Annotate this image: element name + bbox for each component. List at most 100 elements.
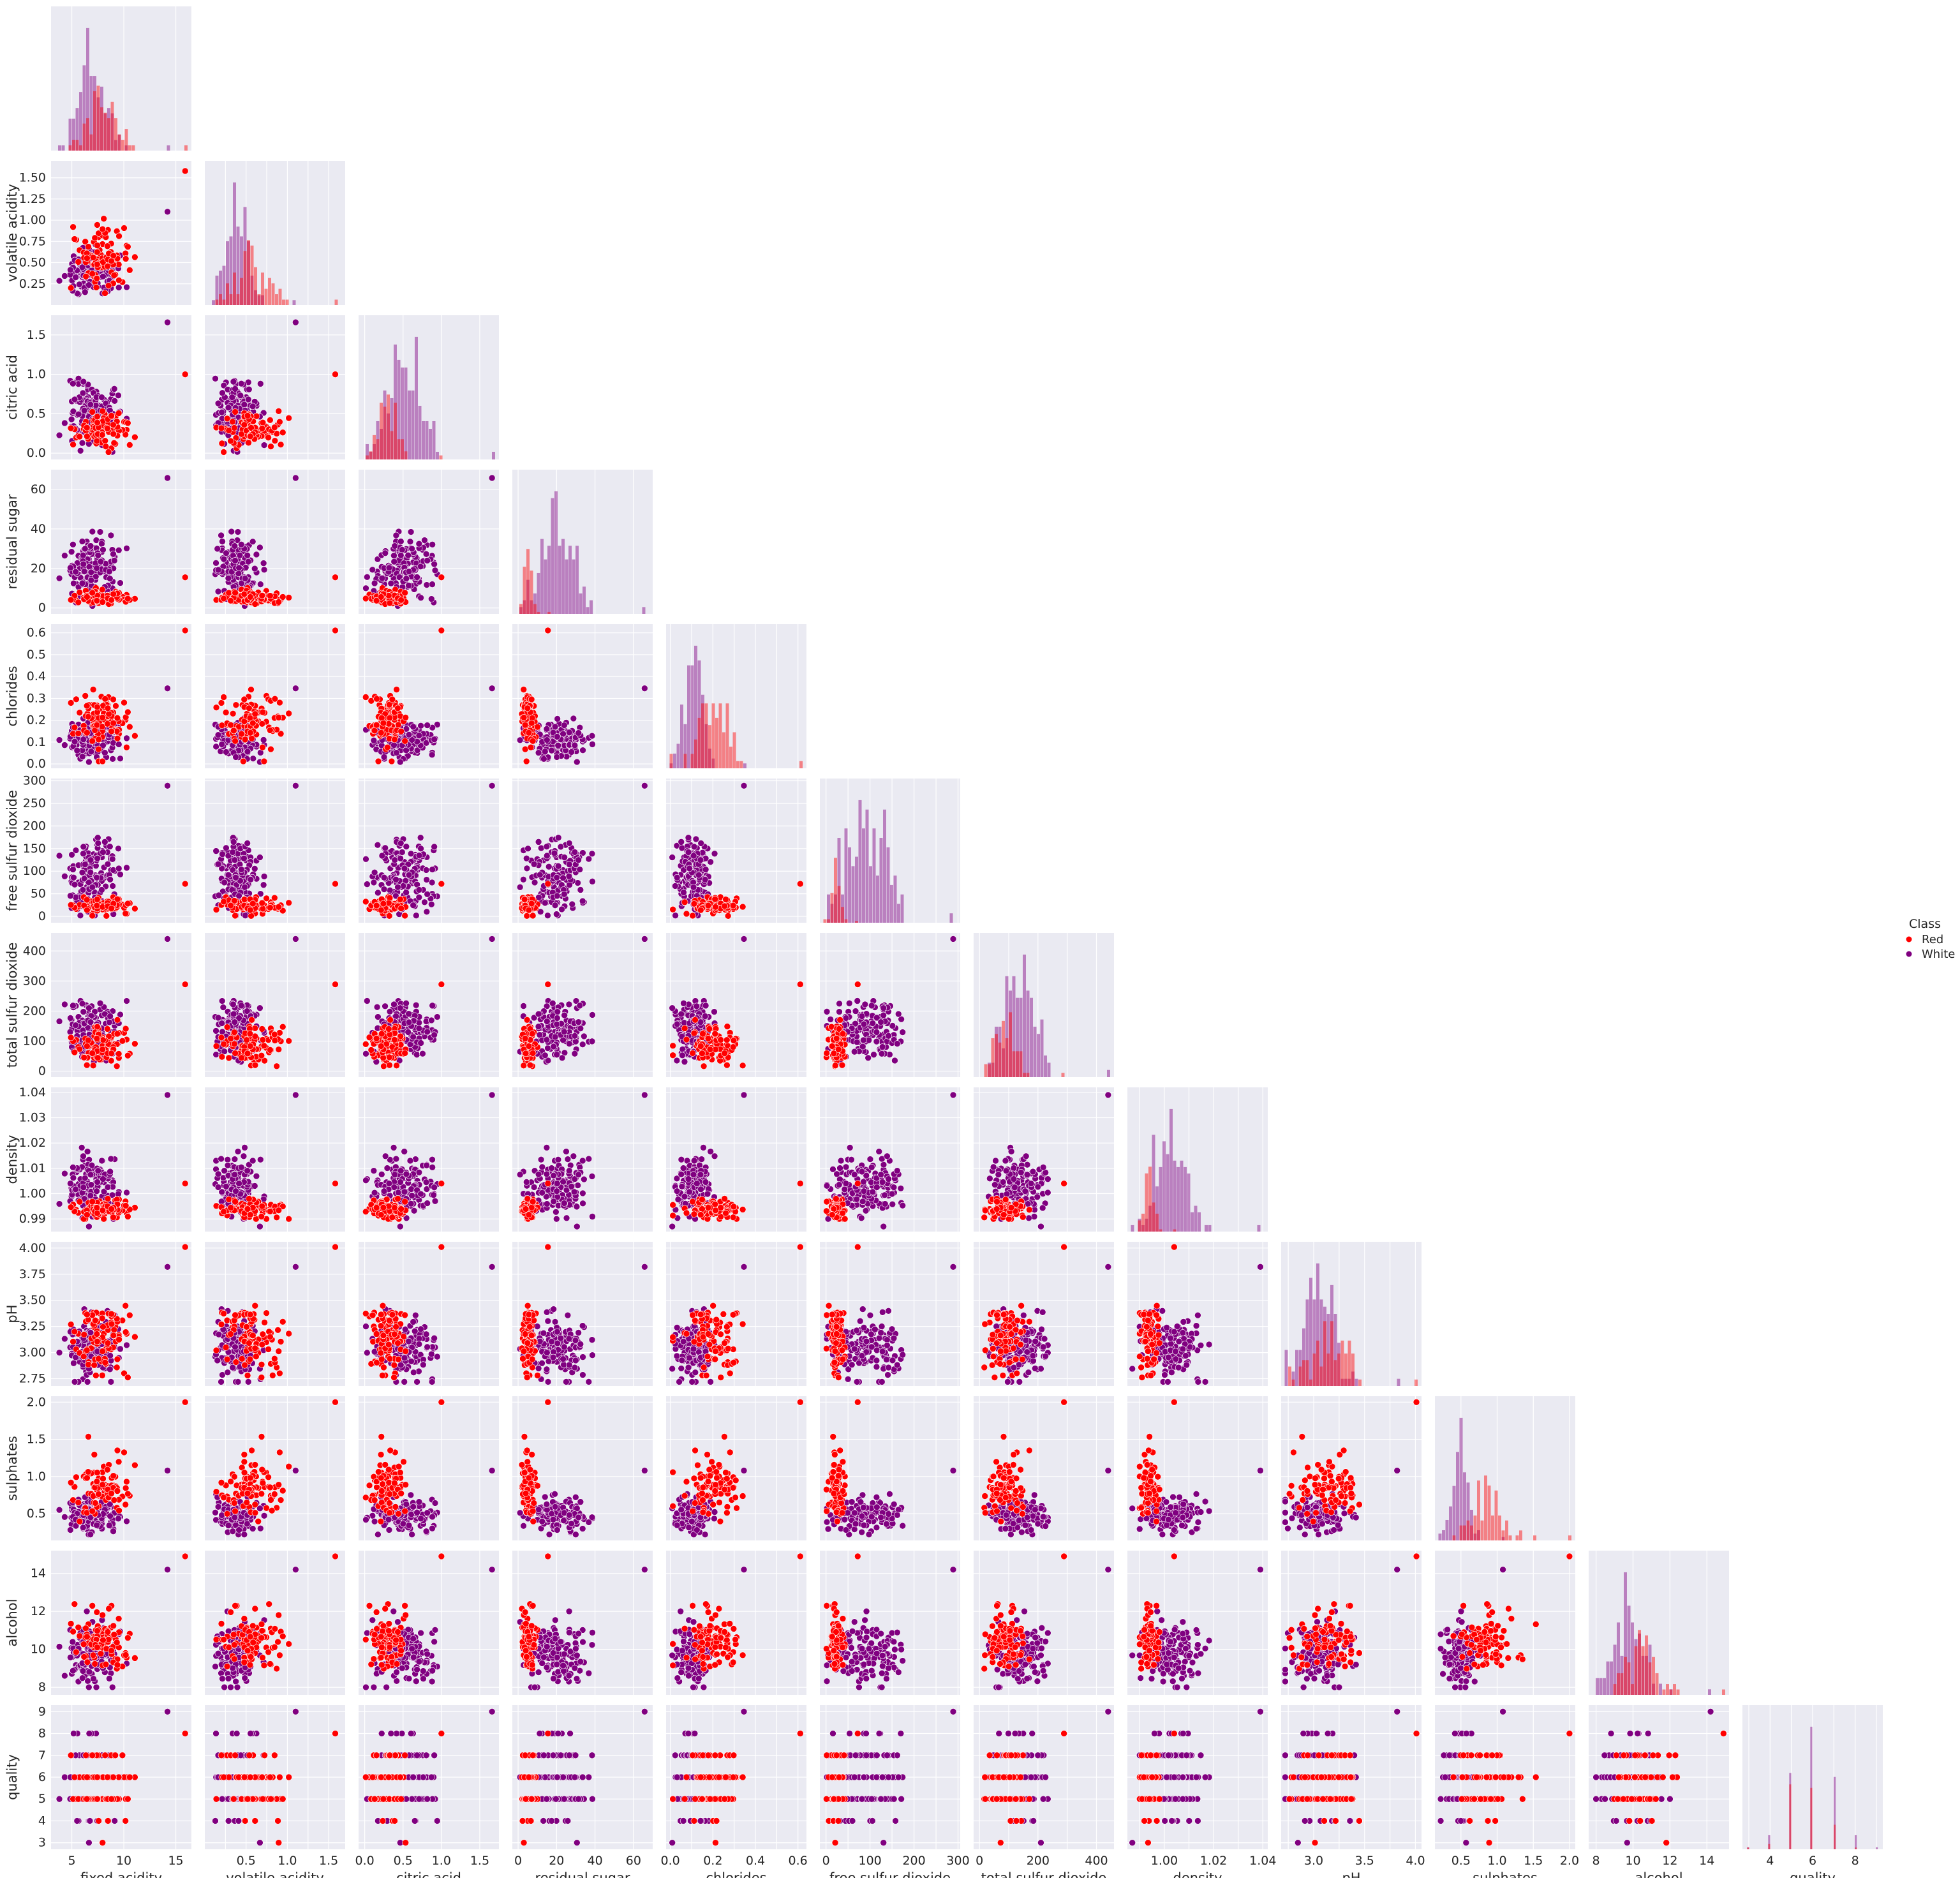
scatter-point-white <box>260 566 268 574</box>
panel-2-0: 0.00.51.01.5 <box>27 315 191 460</box>
scatter-point-red <box>681 898 688 906</box>
scatter-point-white <box>387 579 395 587</box>
scatter-point-white <box>93 874 100 881</box>
hist-bar-red <box>701 703 704 768</box>
scatter-point-white <box>245 385 253 393</box>
hist-bar-white <box>100 86 103 151</box>
scatter-point-white <box>85 281 93 288</box>
scatter-point-red <box>529 912 537 920</box>
scatter-point-white <box>67 1015 74 1022</box>
scatter-point-red <box>112 702 119 710</box>
scatter-point-red <box>121 699 128 706</box>
scatter-point-red <box>259 743 266 751</box>
hist-bar-white <box>222 265 226 305</box>
scatter-point-red <box>690 900 698 907</box>
scatter-point-red <box>131 1040 138 1048</box>
scatter-point-red <box>260 757 268 765</box>
scatter-point-white <box>72 1022 79 1029</box>
y-tick-label: 0.5 <box>27 648 46 662</box>
scatter-point-white <box>164 474 171 482</box>
scatter-point-red <box>247 1043 254 1050</box>
scatter-point-white <box>572 1038 579 1045</box>
scatter-point-white <box>697 856 704 863</box>
hist-bar-white <box>236 227 240 305</box>
hist-bar-red <box>222 299 226 305</box>
hist-bar-white <box>436 451 439 459</box>
scatter-point-white <box>589 741 596 748</box>
scatter-point-red <box>385 1054 393 1061</box>
hist-bar-white <box>233 182 236 305</box>
scatter-point-red <box>248 686 255 693</box>
scatter-point-white <box>403 999 410 1007</box>
scatter-point-red <box>181 574 189 581</box>
hist-bar-red <box>110 101 114 151</box>
scatter-point-white <box>237 541 245 548</box>
scatter-point-white <box>218 408 225 416</box>
scatter-point-white <box>256 581 264 588</box>
hist-bar-red <box>736 761 739 768</box>
scatter-point-white <box>407 528 415 535</box>
hist-bar-white <box>900 894 904 923</box>
scatter-point-red <box>271 1031 278 1038</box>
scatter-point-white <box>548 747 555 754</box>
scatter-point-red <box>131 253 138 261</box>
scatter-point-red <box>218 424 225 432</box>
scatter-point-white <box>237 866 245 873</box>
scatter-point-red <box>94 260 101 268</box>
panel-4-2 <box>359 624 499 768</box>
scatter-point-white <box>423 876 430 883</box>
hist-bar-red <box>233 272 236 305</box>
hist-bar-white <box>79 92 82 151</box>
scatter-point-white <box>405 871 413 879</box>
scatter-point-white <box>214 860 222 868</box>
scatter-point-white <box>100 546 107 553</box>
scatter-point-red <box>271 424 278 431</box>
scatter-point-white <box>237 392 244 399</box>
scatter-point-white <box>397 854 404 862</box>
scatter-point-white <box>423 908 431 916</box>
scatter-point-red <box>89 589 96 597</box>
y-tick-label: 1.50 <box>19 171 46 185</box>
panel-5-5 <box>820 779 960 923</box>
scatter-point-white <box>541 899 549 907</box>
scatter-point-red <box>285 594 292 601</box>
scatter-point-white <box>71 396 78 403</box>
scatter-point-white <box>429 866 436 873</box>
scatter-point-red <box>230 424 238 431</box>
hist-bar-white <box>949 913 953 923</box>
scatter-point-white <box>77 912 84 919</box>
panel-6-3 <box>512 933 653 1077</box>
scatter-point-red <box>102 443 110 450</box>
scatter-point-red <box>275 714 283 721</box>
scatter-point-red <box>75 599 82 606</box>
scatter-point-red <box>258 425 266 432</box>
scatter-point-red <box>380 1062 387 1070</box>
hist-bar-red <box>131 145 135 151</box>
scatter-point-red <box>76 709 84 717</box>
scatter-point-red <box>332 627 339 634</box>
scatter-point-white <box>244 396 252 403</box>
scatter-point-white <box>541 748 549 756</box>
scatter-point-red <box>251 1061 259 1069</box>
scatter-point-white <box>237 380 245 387</box>
scatter-point-red <box>279 429 286 436</box>
panel-1-1 <box>205 161 345 305</box>
scatter-point-white <box>386 886 394 894</box>
hist-bar-red <box>334 299 338 305</box>
scatter-point-white <box>399 849 406 856</box>
scatter-point-red <box>378 1030 385 1038</box>
scatter-point-red <box>247 433 254 440</box>
scatter-point-white <box>565 1001 573 1008</box>
scatter-point-white <box>434 1013 441 1020</box>
scatter-point-red <box>218 699 225 706</box>
scatter-point-white <box>543 736 551 743</box>
scatter-point-red <box>108 727 115 735</box>
scatter-point-red <box>534 723 541 731</box>
hist-bar-red <box>103 112 107 151</box>
scatter-point-white <box>56 277 63 285</box>
scatter-point-white <box>397 538 405 545</box>
scatter-point-red <box>248 913 255 920</box>
scatter-point-white <box>232 557 239 564</box>
scatter-point-white <box>115 741 122 748</box>
